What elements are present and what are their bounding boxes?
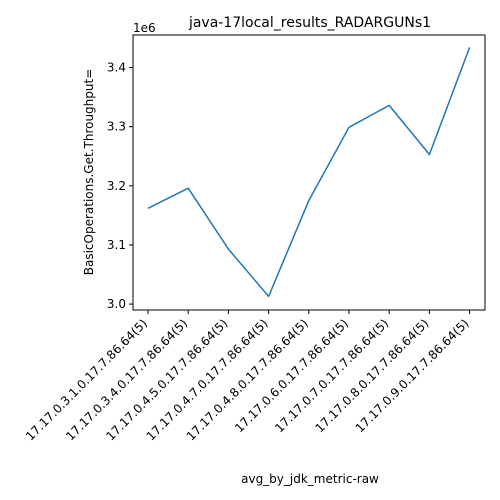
series-line xyxy=(148,47,470,296)
y-tick-label: 3.0 xyxy=(107,297,126,311)
y-tick-label: 3.1 xyxy=(107,238,126,252)
y-offset-label: 1e6 xyxy=(133,21,156,35)
plot-frame xyxy=(133,35,485,310)
y-tick-label: 3.4 xyxy=(107,61,126,75)
y-tick-label: 3.3 xyxy=(107,120,126,134)
x-axis-label: avg_by_jdk_metric-raw xyxy=(241,472,379,486)
chart-title: java-17local_results_RADARGUNs1 xyxy=(188,15,431,31)
y-tick-label: 3.2 xyxy=(107,179,126,193)
y-axis-label: BasicOperations.Get.Throughput= xyxy=(82,69,96,276)
